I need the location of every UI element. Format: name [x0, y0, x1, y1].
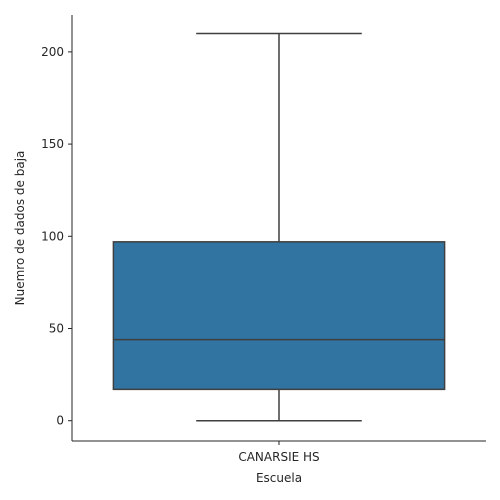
interquartile-box — [112, 241, 446, 391]
y-tick-label: 200 — [41, 45, 64, 59]
y-axis-label: Nuemro de dados de baja — [13, 151, 27, 306]
x-axis-ticks: CANARSIE HS — [238, 441, 320, 464]
x-axis-label: Escuela — [256, 471, 302, 485]
y-tick-label: 50 — [49, 322, 64, 336]
box-plot-marks — [112, 32, 446, 422]
y-tick-label: 100 — [41, 229, 64, 243]
y-tick-label: 150 — [41, 137, 64, 151]
x-tick-label: CANARSIE HS — [238, 450, 319, 464]
box-group — [112, 32, 446, 422]
y-tick-label: 0 — [56, 414, 64, 428]
y-axis-ticks: 0 50 100 150 200 — [41, 45, 72, 428]
